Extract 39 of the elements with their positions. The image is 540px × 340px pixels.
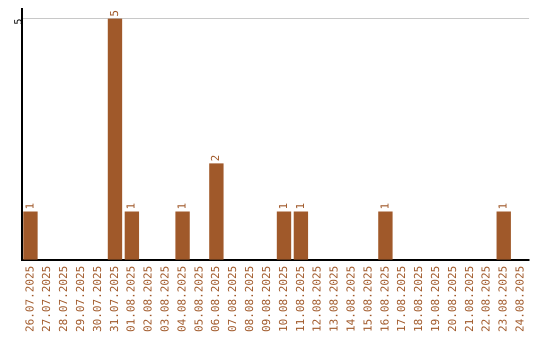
x-tick-label: 09.08.2025	[260, 266, 273, 332]
x-tick-label: 13.08.2025	[328, 266, 341, 332]
x-tick-label: 31.07.2025	[108, 266, 121, 332]
data-label: 2	[209, 154, 222, 162]
x-tick-label: 24.08.2025	[513, 266, 526, 332]
x-tick-label: 21.08.2025	[462, 266, 476, 332]
data-label: 1	[496, 202, 510, 210]
x-tick-label: 28.07.2025	[57, 266, 70, 332]
x-tick-label: 18.08.2025	[412, 266, 426, 332]
x-tick-label: 14.08.2025	[344, 266, 358, 332]
x-tick-label: 10.08.2025	[276, 266, 290, 332]
data-label: 1	[378, 202, 392, 210]
x-tick-label: 16.08.2025	[378, 266, 392, 332]
x-tick-label: 11.08.2025	[294, 266, 307, 332]
x-tick-label: 05.08.2025	[192, 266, 206, 332]
x-tick-label: 02.08.2025	[142, 266, 155, 332]
x-tick-label: 15.08.2025	[361, 266, 374, 332]
x-tick-label: 22.08.2025	[480, 266, 493, 332]
data-label: 1	[175, 202, 188, 210]
x-tick-label: 01.08.2025	[124, 266, 138, 332]
x-tick-label: 27.07.2025	[40, 266, 54, 332]
data-label: 1	[294, 202, 307, 210]
x-tick-label: 12.08.2025	[310, 266, 324, 332]
data-label: 1	[276, 202, 290, 210]
x-tick-label: 26.07.2025	[23, 266, 36, 332]
x-tick-label: 17.08.2025	[395, 266, 408, 332]
x-tick-label: 29.07.2025	[74, 266, 88, 332]
data-label: 1	[23, 202, 36, 210]
x-tick-label: 23.08.2025	[496, 266, 510, 332]
x-tick-label: 08.08.2025	[243, 266, 256, 332]
data-label: 1	[124, 202, 138, 210]
x-tick-label: 06.08.2025	[209, 266, 222, 332]
x-tick-label: 19.08.2025	[428, 266, 442, 332]
x-tick-label: 20.08.2025	[446, 266, 459, 332]
data-label: 5	[108, 10, 121, 17]
x-tick-label: 04.08.2025	[175, 266, 188, 332]
x-tick-label: 30.07.2025	[90, 266, 104, 332]
x-tick-label: 03.08.2025	[158, 266, 172, 332]
x-tick-label: 07.08.2025	[226, 266, 240, 332]
